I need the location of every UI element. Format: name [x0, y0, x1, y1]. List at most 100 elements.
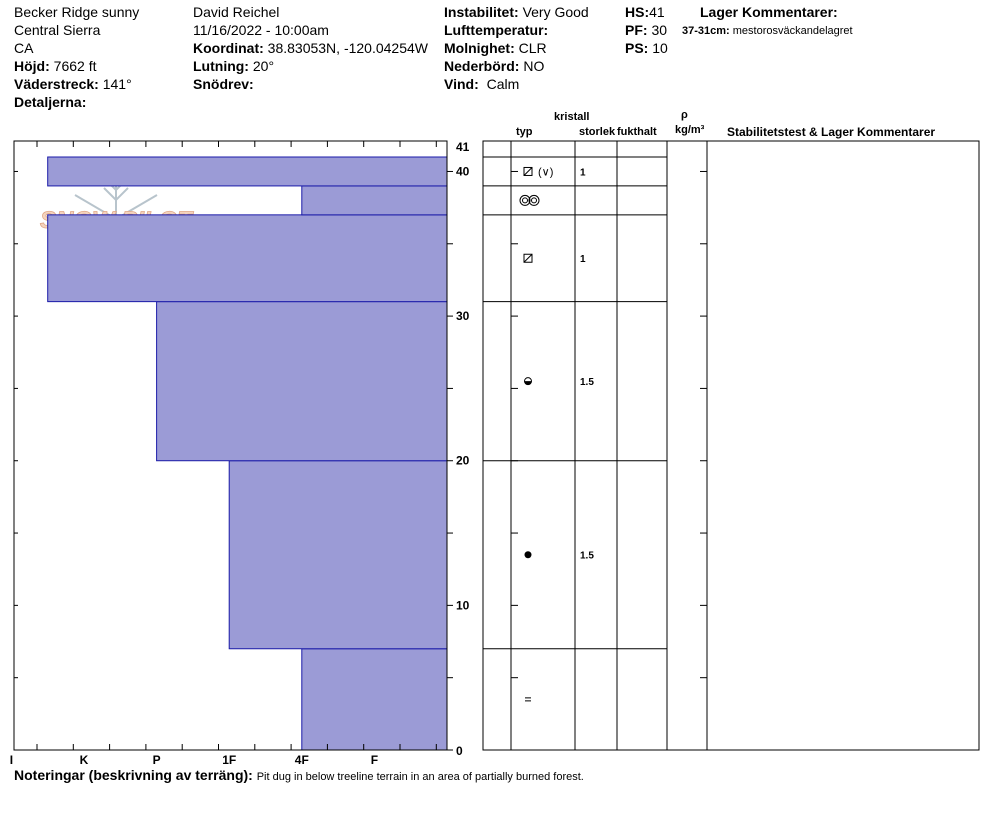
sky-value: CLR: [518, 40, 547, 56]
pf-value: 30: [651, 22, 668, 38]
melt-outer: [519, 194, 531, 206]
aspect-value: 141°: [102, 76, 132, 92]
layer-comments-title: Lager Kommentarer:: [700, 4, 838, 20]
layer-comment-row: 37-31cm: mestorosväckandelagret: [682, 25, 853, 38]
grain-size-label: 1: [580, 167, 586, 178]
x-tick-label: 1F: [222, 753, 236, 767]
facet-diagonal: [523, 167, 533, 176]
x-tick-label: 4F: [295, 753, 309, 767]
melt-inner: [531, 197, 537, 204]
chart-axes: 0 10 20 30 40 41 I K P 1F 4F F: [10, 140, 470, 767]
y-tick-label: 0: [456, 744, 463, 758]
hardness-profile: [47, 156, 448, 751]
y-tick-label: 41: [456, 140, 470, 154]
instability-label: Instabilitet:: [444, 4, 519, 20]
coordinate-value: 38.83053N, -120.04254W: [267, 40, 428, 56]
wind-label: Vind:: [444, 76, 479, 92]
aspect-label: Väderstreck:: [14, 76, 99, 92]
grain-size-label: 1.5: [580, 551, 594, 562]
wind-row: Vind: Calm: [444, 76, 519, 92]
hs-value: 41: [649, 4, 665, 20]
y-tick-label: 20: [456, 454, 470, 468]
aspect-row: Väderstreck: 141°: [14, 76, 132, 92]
drift-label: Snödrev:: [193, 76, 254, 92]
x-tick-label: I: [10, 753, 13, 767]
layer-table: 1.5 1.5 1 (∨) 1: [482, 140, 980, 751]
ps-row: PS: 10: [625, 40, 668, 56]
hardness-bar: [47, 214, 448, 303]
coordinate-row: Koordinat: 38.83053N, -120.04254W: [193, 40, 428, 56]
y-tick-label: 30: [456, 309, 470, 323]
facet-square: [523, 253, 533, 263]
x-tick-label: K: [80, 753, 89, 767]
facet-diagonal: [523, 253, 533, 263]
mixed-rounded-icon: [524, 377, 532, 386]
y-tick-label: 10: [456, 598, 470, 612]
instability-row: Instabilitet: Very Good: [444, 4, 589, 20]
layer-comment-text: mestorosväckandelagret: [732, 25, 853, 37]
moisture-header: fukthalt: [617, 126, 657, 138]
melt-forms-icon: [519, 194, 540, 206]
state-name: CA: [14, 40, 34, 56]
hardness-bar: [228, 460, 448, 650]
slope-row: Lutning: 20°: [193, 58, 274, 74]
melt-inner: [522, 197, 528, 204]
density-unit-header: kg/m³: [675, 124, 705, 136]
rounded-dot: [524, 551, 532, 559]
facet-square: [523, 166, 533, 176]
type-header: typ: [516, 126, 533, 138]
pf-row: PF: 30: [625, 22, 667, 38]
notes-text: Pit dug in below treeline terrain in an …: [256, 771, 584, 783]
hardness-bar: [156, 301, 448, 462]
slope-label: Lutning:: [193, 58, 249, 74]
sky-row: Molnighet: CLR: [444, 40, 547, 56]
location-name: Becker Ridge sunny: [14, 4, 140, 20]
x-tick-label: P: [153, 753, 161, 767]
air-temp-label: Lufttemperatur:: [444, 22, 549, 38]
table-frame: [482, 140, 980, 751]
ps-value: 10: [652, 40, 668, 56]
hardness-bar: [47, 156, 448, 187]
precip-value: NO: [523, 58, 545, 74]
elevation-label: Höjd:: [14, 58, 50, 74]
observer-name: David Reichel: [193, 4, 280, 20]
notes-label: Noteringar (beskrivning av terräng):: [14, 767, 253, 783]
precip-row: Nederbörd: NO: [444, 58, 544, 74]
details-label: Detaljerna:: [14, 94, 87, 110]
observation-datetime: 11/16/2022 - 10:00am: [193, 22, 329, 38]
x-tick-label: F: [371, 753, 378, 767]
melt-outer: [528, 194, 540, 206]
sky-label: Molnighet:: [444, 40, 515, 56]
hardness-bar: [301, 185, 448, 216]
plot-frame: [13, 140, 448, 751]
grain-size-label: 1: [580, 254, 586, 265]
instability-value: Very Good: [522, 4, 589, 20]
coordinate-label: Koordinat:: [193, 40, 264, 56]
precip-label: Nederbörd:: [444, 58, 520, 74]
notes-row: Noteringar (beskrivning av terräng): Pit…: [14, 767, 584, 785]
pf-label: PF:: [625, 22, 648, 38]
layer-comment-range: 37-31cm:: [682, 25, 730, 37]
hardness-bar: [301, 648, 448, 751]
wind-value: Calm: [486, 76, 520, 92]
slope-value: 20°: [252, 58, 275, 74]
size-header: storlek: [579, 126, 616, 138]
elevation-value: 7662 ft: [53, 58, 97, 74]
elevation-row: Höjd: 7662 ft: [14, 58, 96, 74]
mixed-fill: [524, 381, 532, 385]
hs-row: HS:41: [625, 4, 665, 20]
crystal-header: kristall: [554, 111, 590, 123]
rho-header: ρ: [681, 109, 688, 121]
faceted-icon: [523, 253, 533, 263]
range-name: Central Sierra: [14, 22, 101, 38]
grain-size-label: 1.5: [580, 377, 594, 388]
y-tick-label: 40: [456, 164, 470, 178]
faceted-depth-hoar-icon: (∨): [523, 166, 553, 178]
rounding-facets-icon: [525, 697, 531, 702]
ps-label: PS:: [625, 40, 649, 56]
stability-header: Stabilitetstest & Lager Kommentarer: [727, 125, 936, 139]
rounded-grains-icon: [524, 551, 532, 559]
hs-label: HS:: [625, 4, 650, 20]
depth-hoar-symbol: (∨): [538, 166, 553, 178]
